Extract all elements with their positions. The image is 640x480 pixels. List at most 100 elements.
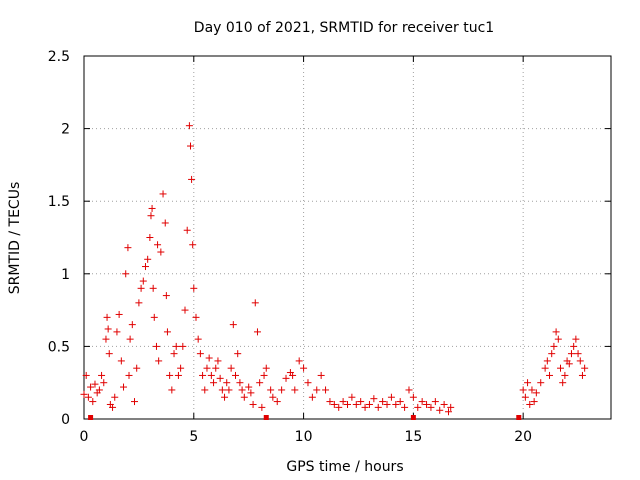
data-point [565,360,573,368]
data-point [115,310,123,318]
data-point [447,403,455,411]
data-point [103,313,111,321]
data-point [216,374,224,382]
data-point [258,403,266,411]
data-point [131,398,139,406]
data-point [262,364,270,372]
data-point [170,350,178,358]
data-point [550,342,558,350]
data-point [163,328,171,336]
data-point [304,379,312,387]
data-point [181,306,189,314]
data-point [249,400,257,408]
data-point [80,390,88,398]
data-point [570,342,578,350]
data-point [572,335,580,343]
data-point [357,398,365,406]
chart-title: Day 010 of 2021, SRMTID for receiver tuc… [194,20,494,36]
data-point [370,395,378,403]
data-point [554,335,562,343]
data-point [256,379,264,387]
data-point [541,364,549,372]
data-point [260,371,268,379]
x-tick-label: 15 [404,429,422,445]
data-point [365,400,373,408]
data-point [135,299,143,307]
data-point [212,364,220,372]
data-point [273,398,281,406]
data-point [574,350,582,358]
data-point [524,379,532,387]
data-point [203,364,211,372]
data-point [519,386,527,394]
data-point [401,403,409,411]
data-point [185,122,193,130]
data-point [578,371,586,379]
data-point [227,364,235,372]
data-point [326,398,334,406]
data-point [95,386,103,394]
x-tick-label: 5 [189,429,198,445]
data-point [581,364,589,372]
data-point [559,379,567,387]
data-point [427,403,435,411]
data-point [374,403,382,411]
data-point [201,386,209,394]
data-point [405,386,413,394]
data-point [409,393,417,401]
data-point [104,325,112,333]
gap-marker [410,415,416,420]
y-tick-label: 2 [61,122,70,138]
gap-marker [88,415,94,420]
data-point [120,383,128,391]
data-point [556,364,564,372]
data-point [418,398,426,406]
y-tick-label: 1 [61,267,70,283]
data-point [229,321,237,329]
data-point [282,374,290,382]
data-point [210,379,218,387]
data-point [126,335,134,343]
data-point [291,386,299,394]
data-point [122,270,130,278]
data-point [128,321,136,329]
data-point [146,234,154,241]
data-point [124,244,132,252]
data-point [576,357,584,365]
data-point [137,284,145,292]
data-point [102,335,110,343]
data-point [253,328,261,336]
data-point [100,379,108,387]
data-point [161,219,169,227]
data-point [172,342,180,350]
gap-marker [516,415,522,420]
data-point [352,400,360,408]
data-point [125,371,133,379]
data-point [431,398,439,406]
data-point [174,371,182,379]
data-point [445,408,453,416]
data-point [269,393,277,401]
data-point [150,313,158,321]
data-point [111,393,119,401]
data-point [221,393,229,401]
data-point [199,371,207,379]
data-point [190,284,198,292]
grid [84,56,611,419]
data-point [567,350,575,358]
data-point [207,371,215,379]
data-point [133,364,141,372]
data-point [440,400,448,408]
data-point [232,371,240,379]
data-point [82,371,90,379]
data-point [251,299,259,307]
data-point [162,292,170,300]
data-point [168,386,176,394]
data-point [84,393,92,401]
data-series [80,122,589,420]
data-point [344,400,351,408]
data-point [552,328,560,336]
data-point [117,357,125,365]
data-point [188,175,196,183]
